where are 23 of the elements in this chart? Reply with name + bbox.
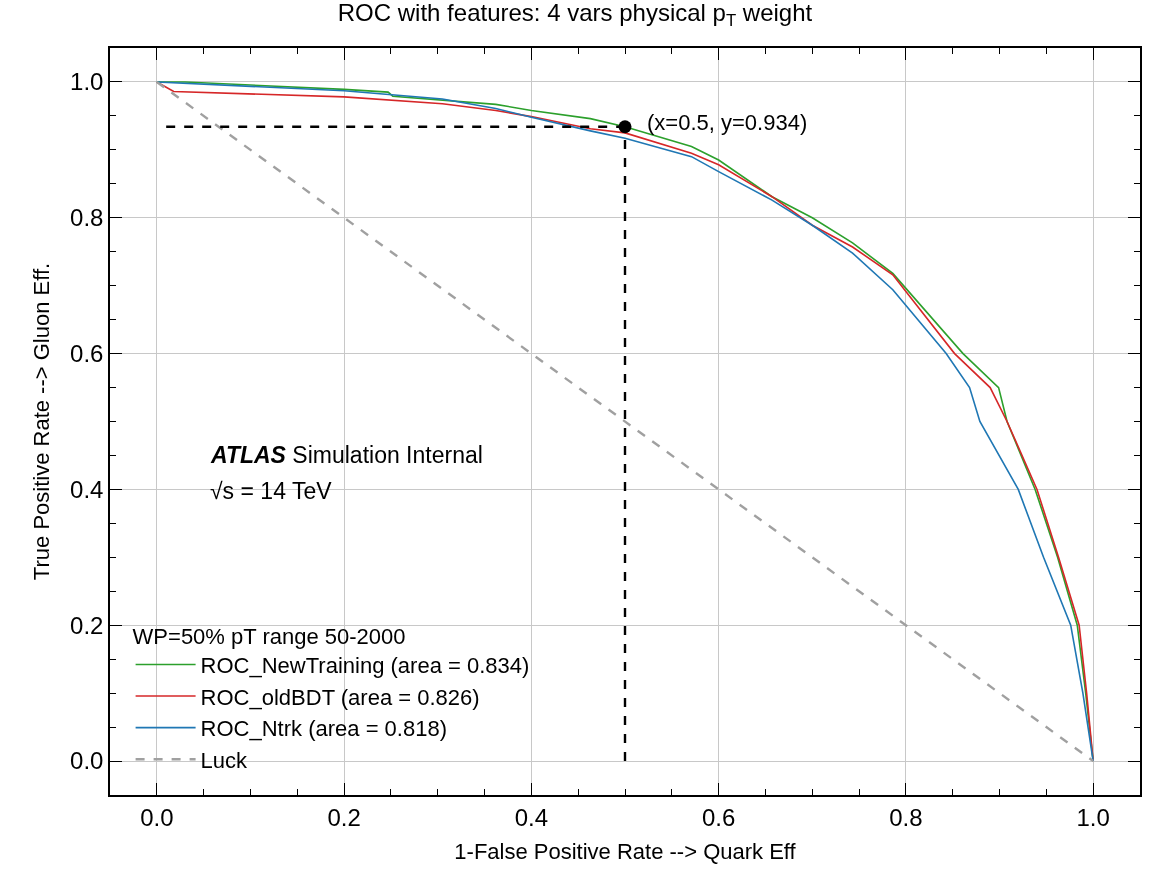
y-tick-label: 0.4 (70, 475, 104, 503)
y-tick-label: 0.8 (70, 204, 104, 232)
x-tick-label: 1.0 (1076, 803, 1110, 831)
x-axis-title: 1-False Positive Rate --> Quark Eff (454, 838, 797, 864)
y-tick-label: 0.0 (70, 747, 104, 775)
annotation: (x=0.5, y=0.934) (647, 110, 808, 135)
y-tick-label: 0.6 (70, 339, 104, 367)
x-tick-label: 0.2 (327, 803, 361, 831)
legend-label: Luck (200, 747, 249, 773)
x-tick-label: 0.8 (889, 803, 923, 831)
y-tick-label: 1.0 (70, 68, 104, 96)
legend-title: WP=50% pT range 50-2000 (132, 623, 406, 649)
y-tick-label: 0.2 (70, 611, 104, 639)
annotation: ATLAS Simulation Internal (210, 442, 483, 468)
annotation: √s = 14 TeV (210, 478, 333, 504)
chart-title: ROC with features: 4 vars physical p$_{T}$ weight (337, 0, 813, 31)
x-tick-label: 0.0 (140, 803, 174, 831)
y-axis-title: True Positive Rate --> Gluon Eff. (29, 262, 55, 581)
x-tick-label: 0.6 (701, 803, 736, 831)
legend-label: ROC_oldBDT (area = 0.826) (200, 684, 480, 710)
x-tick-label: 0.4 (514, 803, 549, 831)
legend-label: ROC_Ntrk (area = 0.818) (200, 716, 447, 742)
legend-label: ROC_NewTraining (area = 0.834) (200, 653, 530, 679)
